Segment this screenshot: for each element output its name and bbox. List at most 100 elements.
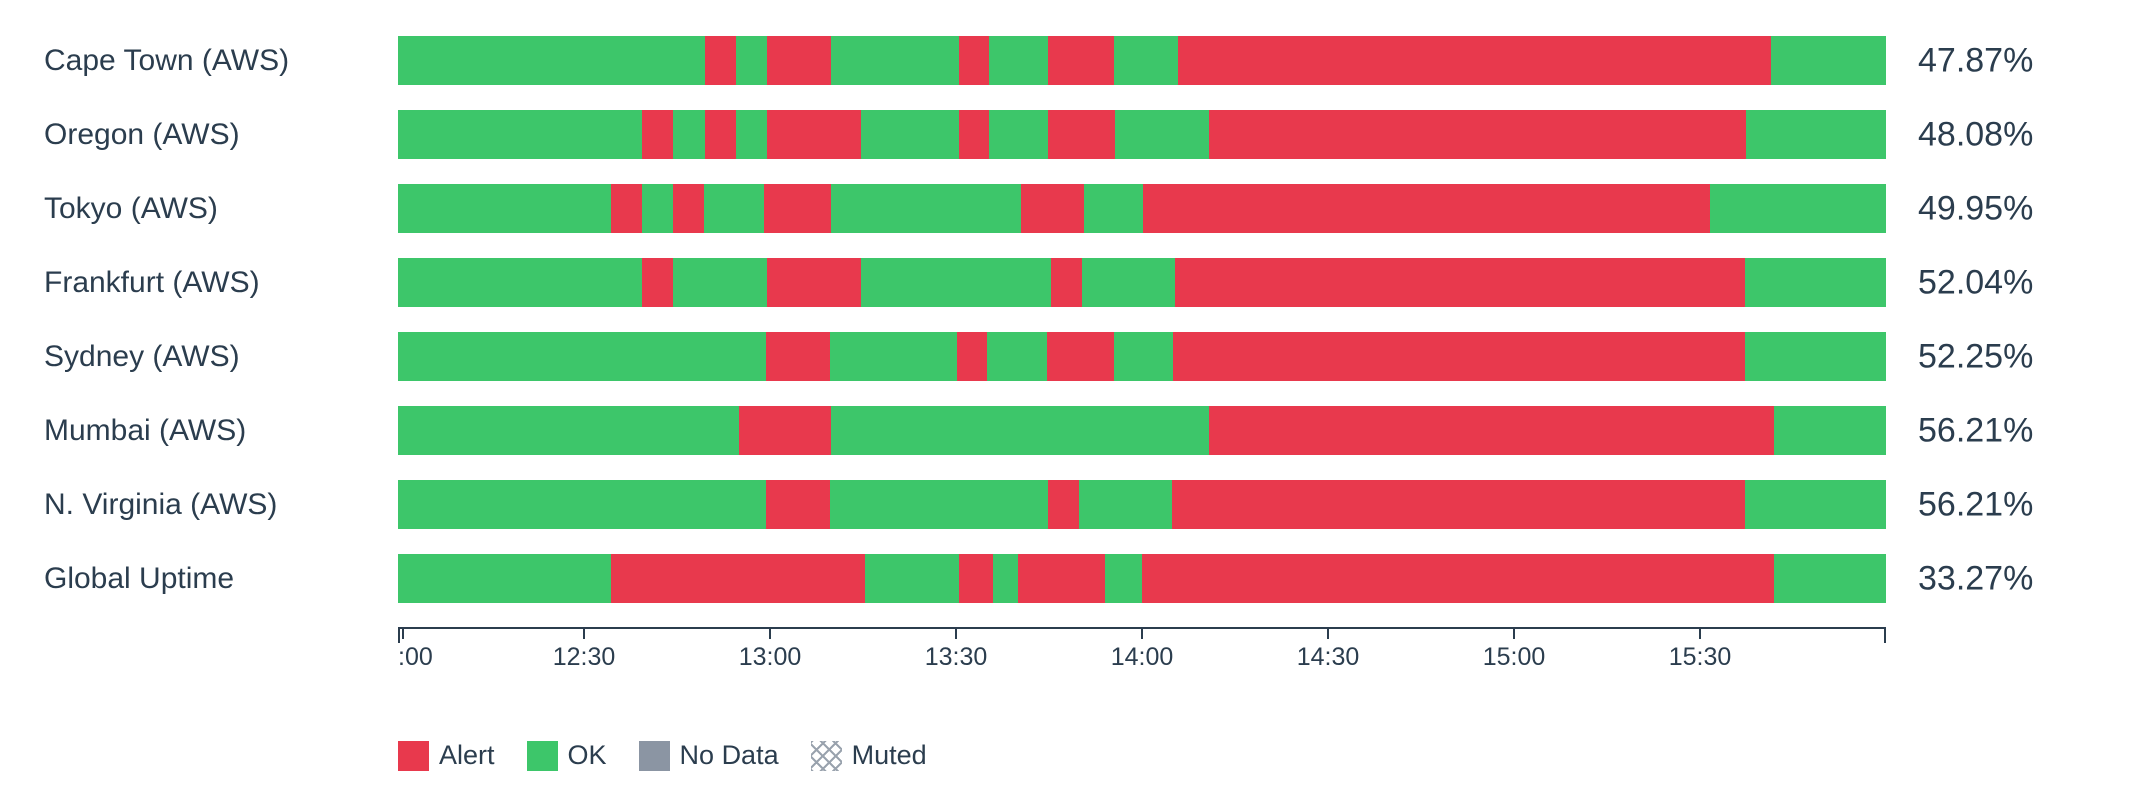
status-segment-alert[interactable]	[642, 110, 674, 159]
status-segment-alert[interactable]	[642, 258, 674, 307]
legend-swatch-muted-icon	[810, 740, 842, 771]
status-segment-alert[interactable]	[610, 554, 866, 603]
axis-tick	[1699, 627, 1701, 639]
axis-tick-label: :00	[398, 643, 433, 671]
status-segment-alert[interactable]	[610, 184, 643, 233]
status-segment-ok[interactable]	[398, 554, 611, 603]
status-timeline-bar[interactable]	[398, 110, 1886, 159]
status-segment-ok[interactable]	[398, 406, 739, 455]
axis-tick	[1513, 627, 1515, 639]
status-segment-ok[interactable]	[830, 184, 1022, 233]
status-segment-ok[interactable]	[642, 184, 674, 233]
status-segment-ok[interactable]	[1744, 480, 1886, 529]
status-segment-ok[interactable]	[987, 332, 1047, 381]
status-segment-alert[interactable]	[1048, 36, 1114, 85]
status-timeline-bar[interactable]	[398, 332, 1886, 381]
status-timeline-bar[interactable]	[398, 554, 1886, 603]
status-segment-ok[interactable]	[829, 480, 1049, 529]
status-segment-ok[interactable]	[988, 36, 1049, 85]
status-segment-ok[interactable]	[830, 36, 959, 85]
status-segment-ok[interactable]	[398, 110, 643, 159]
status-segment-alert[interactable]	[766, 36, 831, 85]
uptime-percentage: 56.21%	[1918, 411, 2034, 449]
status-segment-ok[interactable]	[1710, 184, 1886, 233]
status-segment-ok[interactable]	[398, 184, 611, 233]
status-segment-ok[interactable]	[1113, 332, 1174, 381]
uptime-percentage: 47.87%	[1918, 41, 2034, 79]
status-segment-ok[interactable]	[1746, 110, 1886, 159]
status-segment-alert[interactable]	[958, 110, 989, 159]
status-segment-alert[interactable]	[1208, 110, 1747, 159]
axis-tick-label: 14:30	[1296, 643, 1360, 671]
status-timeline-bar[interactable]	[398, 480, 1886, 529]
status-segment-alert[interactable]	[1141, 554, 1775, 603]
status-timeline-bar[interactable]	[398, 258, 1886, 307]
status-segment-ok[interactable]	[865, 554, 959, 603]
status-segment-ok[interactable]	[673, 258, 767, 307]
status-segment-ok[interactable]	[831, 406, 1209, 455]
status-segment-alert[interactable]	[958, 36, 989, 85]
status-segment-alert[interactable]	[764, 184, 831, 233]
status-segment-alert[interactable]	[1048, 110, 1116, 159]
status-row: N. Virginia (AWS) 56.21%	[0, 480, 2134, 529]
status-segment-ok[interactable]	[1774, 554, 1886, 603]
axis-tick	[955, 627, 957, 639]
status-row: Cape Town (AWS) 47.87%	[0, 36, 2134, 85]
status-segment-alert[interactable]	[1143, 184, 1711, 233]
status-segment-alert[interactable]	[1177, 36, 1772, 85]
status-segment-ok[interactable]	[398, 480, 766, 529]
status-segment-ok[interactable]	[1082, 258, 1175, 307]
status-segment-ok[interactable]	[829, 332, 958, 381]
status-segment-ok[interactable]	[398, 36, 705, 85]
status-timeline-bar[interactable]	[398, 406, 1886, 455]
status-segment-alert[interactable]	[1208, 406, 1775, 455]
status-segment-alert[interactable]	[1046, 332, 1114, 381]
status-segment-alert[interactable]	[704, 110, 736, 159]
status-segment-ok[interactable]	[993, 554, 1019, 603]
status-segment-ok[interactable]	[1771, 36, 1886, 85]
status-segment-ok[interactable]	[673, 110, 705, 159]
status-segment-ok[interactable]	[988, 110, 1049, 159]
status-segment-ok[interactable]	[860, 258, 1052, 307]
status-segment-alert[interactable]	[1173, 332, 1745, 381]
status-segment-ok[interactable]	[704, 184, 764, 233]
status-segment-ok[interactable]	[1104, 554, 1142, 603]
status-segment-ok[interactable]	[735, 110, 767, 159]
status-segment-alert[interactable]	[1171, 480, 1745, 529]
status-segment-alert[interactable]	[1174, 258, 1745, 307]
status-segment-ok[interactable]	[398, 332, 766, 381]
status-segment-alert[interactable]	[1051, 258, 1083, 307]
status-segment-ok[interactable]	[1744, 258, 1886, 307]
status-segment-ok[interactable]	[1113, 36, 1178, 85]
status-segment-alert[interactable]	[767, 258, 861, 307]
status-segment-ok[interactable]	[1115, 110, 1209, 159]
legend-item: OK	[526, 740, 607, 771]
status-segment-ok[interactable]	[860, 110, 959, 159]
status-segment-alert[interactable]	[958, 554, 994, 603]
status-segment-ok[interactable]	[1774, 406, 1886, 455]
status-segment-alert[interactable]	[1018, 554, 1105, 603]
status-segment-alert[interactable]	[1048, 480, 1080, 529]
uptime-percentage: 52.04%	[1918, 263, 2034, 301]
status-row: Mumbai (AWS) 56.21%	[0, 406, 2134, 455]
region-label: Sydney (AWS)	[44, 339, 240, 373]
axis-tick	[402, 627, 404, 639]
legend-label: Muted	[851, 740, 927, 770]
status-segment-ok[interactable]	[1083, 184, 1144, 233]
status-segment-alert[interactable]	[1021, 184, 1084, 233]
status-segment-ok[interactable]	[398, 258, 643, 307]
status-segment-ok[interactable]	[1079, 480, 1172, 529]
status-segment-ok[interactable]	[735, 36, 767, 85]
legend-label: OK	[567, 740, 607, 770]
status-segment-alert[interactable]	[957, 332, 988, 381]
status-timeline-bar[interactable]	[398, 184, 1886, 233]
status-segment-alert[interactable]	[765, 480, 830, 529]
status-segment-alert[interactable]	[704, 36, 736, 85]
status-segment-ok[interactable]	[1744, 332, 1886, 381]
status-segment-alert[interactable]	[673, 184, 705, 233]
status-row: Oregon (AWS) 48.08%	[0, 110, 2134, 159]
status-segment-alert[interactable]	[738, 406, 831, 455]
status-segment-alert[interactable]	[765, 332, 830, 381]
status-segment-alert[interactable]	[766, 110, 861, 159]
status-timeline-bar[interactable]	[398, 36, 1886, 85]
